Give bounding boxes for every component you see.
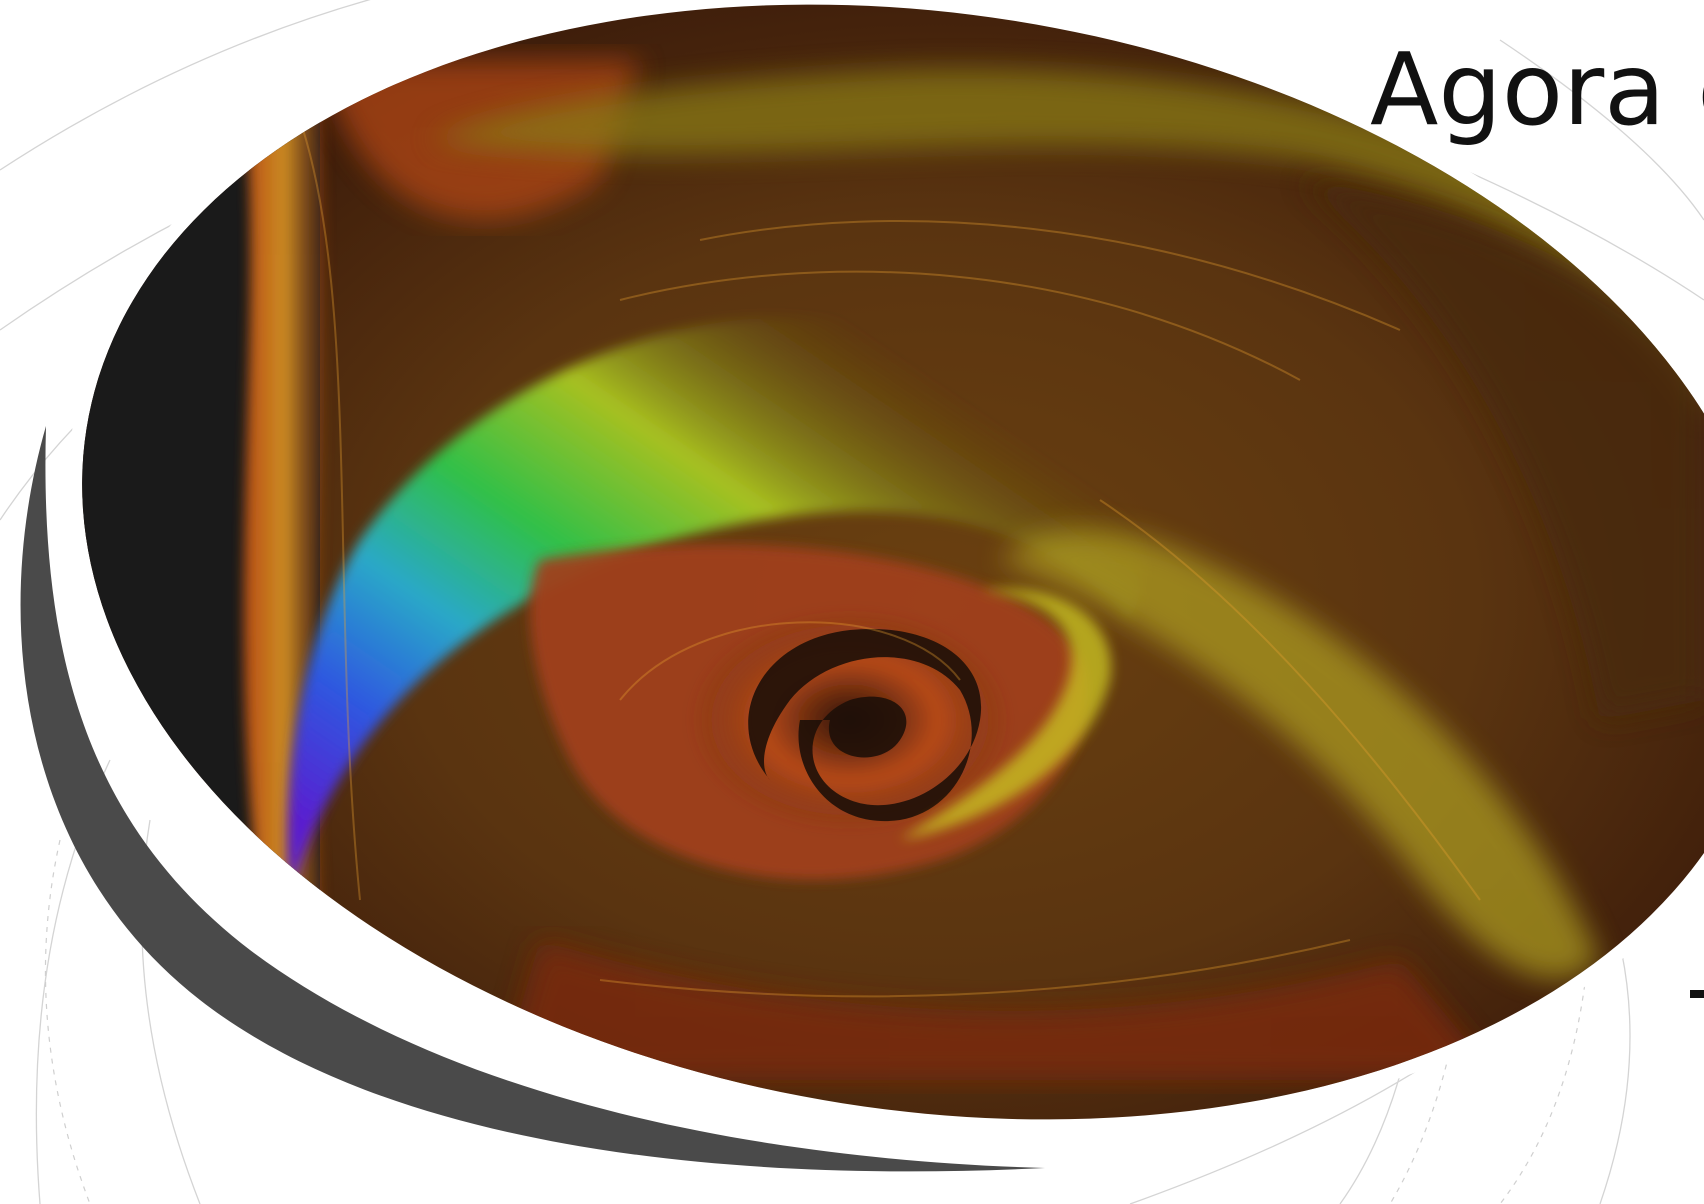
partial-text-fragment: [1690, 990, 1704, 998]
slide-title: Agora é: [1370, 31, 1704, 148]
